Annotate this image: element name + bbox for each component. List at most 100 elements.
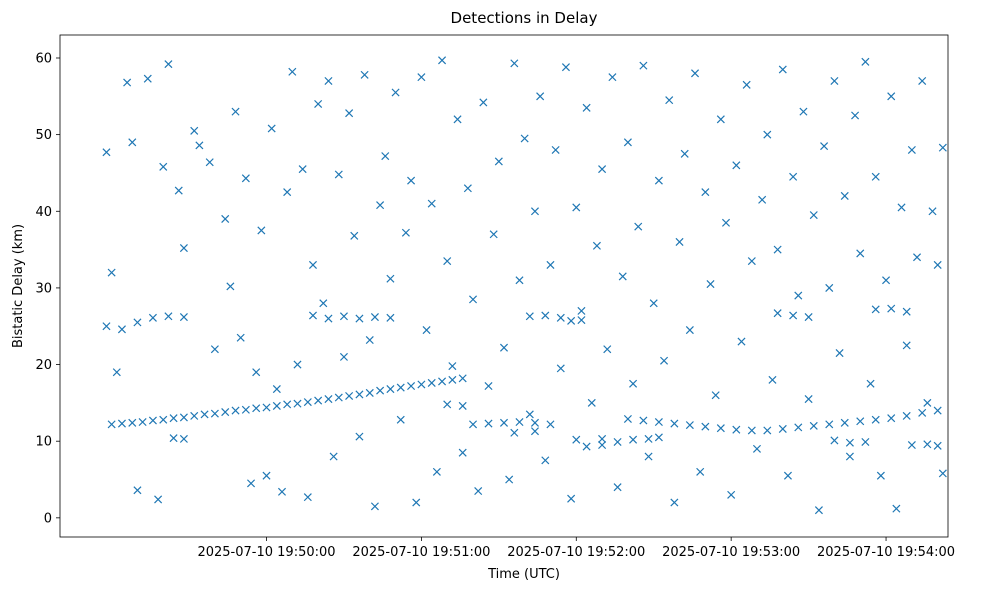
data-point [133, 318, 142, 327]
data-point [897, 203, 906, 212]
data-point [324, 395, 333, 404]
data-point [272, 401, 281, 410]
data-point [401, 228, 410, 237]
y-tick-label: 30 [35, 281, 52, 296]
data-point [159, 162, 168, 171]
data-point [938, 143, 947, 152]
data-point [582, 103, 591, 112]
data-point [763, 130, 772, 139]
data-point [241, 174, 250, 183]
data-point [438, 377, 447, 386]
data-point [654, 176, 663, 185]
data-point [856, 249, 865, 258]
data-point [370, 502, 379, 511]
data-point [324, 314, 333, 323]
y-axis-label: Bistatic Delay (km) [11, 224, 26, 348]
data-point [293, 399, 302, 408]
data-point [221, 214, 230, 223]
data-point [623, 414, 632, 423]
data-point [458, 374, 467, 383]
data-point [654, 418, 663, 427]
data-point [825, 420, 834, 429]
data-point [154, 495, 163, 504]
data-point [200, 410, 209, 419]
data-point [468, 420, 478, 429]
data-point [530, 427, 540, 436]
data-point [918, 408, 927, 417]
data-point [365, 388, 374, 397]
data-point [334, 170, 343, 179]
data-point [314, 396, 323, 405]
data-point [778, 65, 787, 74]
data-point [499, 418, 509, 427]
data-point [809, 211, 818, 220]
data-point [675, 237, 684, 246]
data-point [231, 406, 240, 415]
data-point [210, 345, 219, 354]
data-point [737, 337, 746, 346]
data-point [882, 276, 891, 285]
x-axis: 2025-07-10 19:50:00 2025-07-10 19:51:00 20… [197, 537, 955, 560]
data-point [716, 115, 725, 124]
data-point [525, 312, 534, 321]
data-point [355, 314, 364, 323]
data-point [329, 452, 338, 461]
data-point [902, 341, 911, 350]
data-point [840, 418, 849, 427]
data-point [179, 313, 188, 322]
data-point [567, 494, 576, 503]
data-point [252, 404, 261, 413]
data-point [283, 188, 292, 197]
data-point [933, 260, 942, 269]
data-point [205, 158, 214, 167]
data-point [773, 309, 782, 318]
data-point [752, 444, 762, 453]
data-point [303, 493, 312, 502]
data-point [159, 415, 168, 424]
data-point [696, 467, 705, 476]
data-point [427, 378, 436, 387]
data-point [530, 418, 540, 427]
data-point [809, 421, 818, 430]
y-axis: 0 10 20 30 40 50 60 [35, 51, 60, 526]
data-point [499, 343, 509, 352]
data-point [520, 134, 529, 143]
data-point [598, 441, 607, 450]
data-point [345, 391, 354, 401]
data-point [381, 152, 390, 161]
data-point [835, 349, 844, 358]
data-point [417, 73, 426, 82]
data-point [298, 165, 307, 174]
data-point [933, 441, 942, 450]
data-point [861, 57, 870, 66]
data-point [262, 403, 271, 412]
data-point [179, 434, 188, 443]
data-point [866, 379, 875, 388]
data-point [721, 218, 731, 227]
data-point [572, 435, 581, 444]
data-point [427, 199, 436, 208]
x-tick-label: 2025-07-10 19:50:00 [197, 545, 335, 560]
data-point [107, 268, 116, 277]
data-point [572, 203, 581, 212]
data-point [778, 424, 787, 433]
data-point [789, 311, 798, 320]
data-point [484, 381, 493, 391]
data-point [603, 345, 612, 354]
data-point [448, 375, 457, 384]
data-point [396, 415, 405, 424]
data-point [577, 306, 586, 315]
data-point [123, 78, 132, 87]
data-point [112, 368, 121, 377]
data-point [665, 96, 674, 105]
data-markers [102, 56, 947, 515]
data-point [190, 126, 199, 135]
y-tick-label: 40 [35, 205, 52, 220]
data-point [644, 452, 653, 461]
data-point [830, 436, 839, 445]
data-point [376, 386, 385, 395]
data-point [221, 408, 230, 417]
data-point [443, 400, 452, 409]
data-point [623, 138, 632, 147]
data-point [871, 172, 880, 181]
